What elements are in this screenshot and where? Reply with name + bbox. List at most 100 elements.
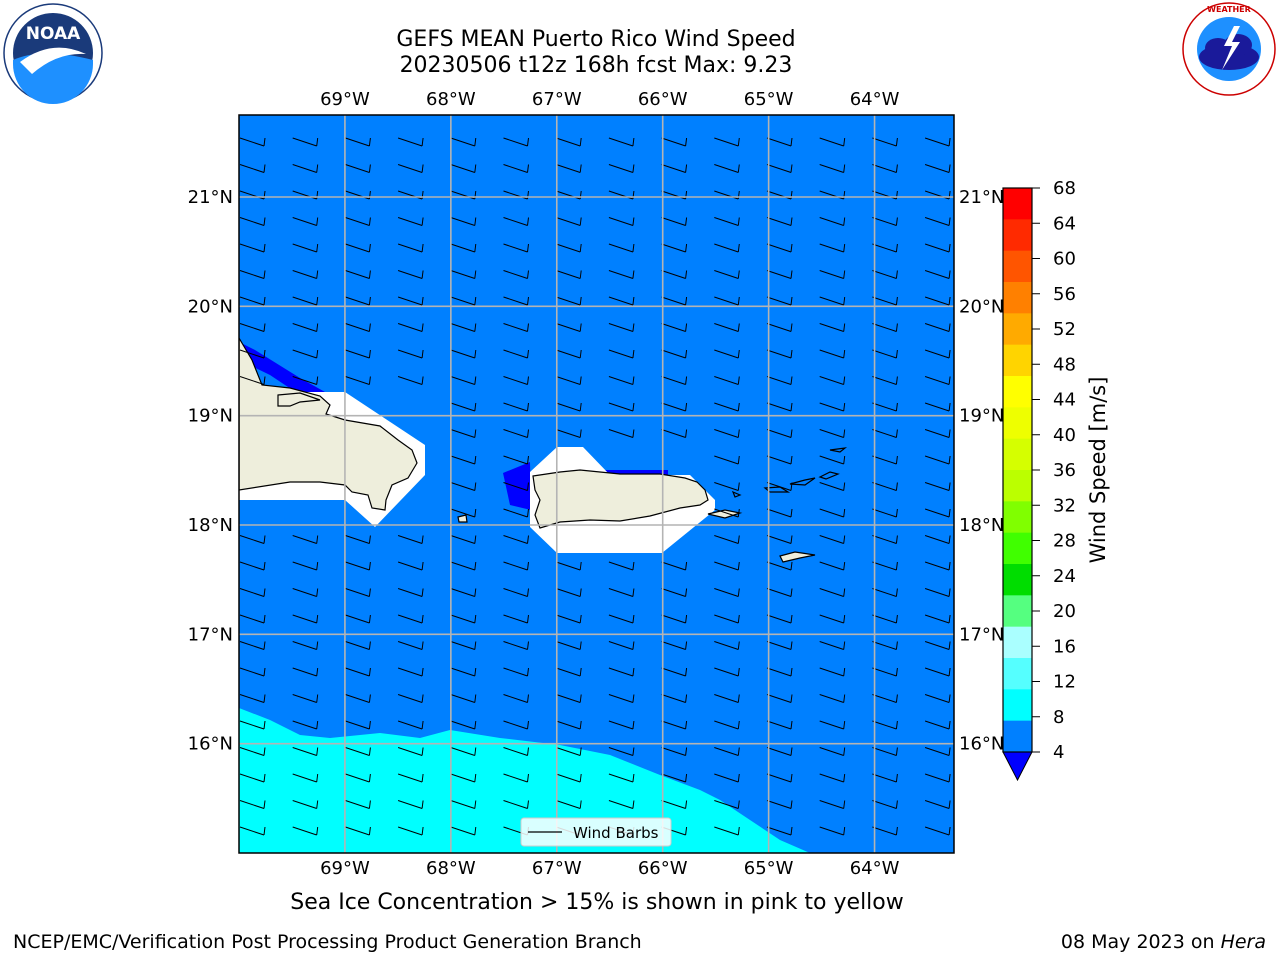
wind-barb bbox=[872, 588, 897, 597]
wind-barb bbox=[239, 720, 265, 730]
wind-barb-flag bbox=[895, 323, 898, 332]
wind-barb bbox=[714, 773, 739, 783]
wind-barb-flag bbox=[685, 243, 688, 253]
colorbar-segment bbox=[1003, 313, 1032, 346]
wind-barb bbox=[819, 614, 844, 624]
wind-barb-flag bbox=[685, 694, 688, 703]
wind-barb-flag bbox=[474, 800, 477, 809]
wind-barb bbox=[872, 164, 897, 173]
wind-barb-flag bbox=[895, 667, 898, 677]
map-frame bbox=[238, 114, 955, 854]
wind-barb-flag bbox=[421, 588, 424, 597]
wind-barb-flag bbox=[737, 164, 740, 173]
wind-barb-flag bbox=[632, 773, 635, 783]
wind-barb bbox=[450, 455, 475, 465]
lon-labels-top: 69°W 68°W 67°W 66°W 65°W 64°W bbox=[320, 89, 900, 110]
wind-barb-flag bbox=[368, 164, 371, 173]
wind-barb bbox=[714, 429, 739, 438]
wind-barb bbox=[924, 376, 950, 385]
wind-barb bbox=[345, 164, 370, 173]
wind-barb-flag bbox=[948, 349, 951, 359]
wind-barb-flag bbox=[737, 720, 740, 730]
lat-tick-label: 19°N bbox=[959, 406, 1004, 427]
wind-barb-flag bbox=[843, 402, 846, 412]
lon-tick-label: 66°W bbox=[638, 858, 688, 879]
wind-barb-flag bbox=[368, 588, 371, 597]
wind-barb bbox=[292, 614, 317, 624]
wind-barb-flag bbox=[685, 376, 688, 385]
wind-barb bbox=[397, 217, 423, 226]
wind-barb bbox=[924, 535, 950, 544]
wind-barb-flag bbox=[895, 482, 898, 491]
wind-barb-flag bbox=[421, 614, 424, 624]
wind-barb-flag bbox=[474, 614, 477, 624]
wind-barb-flag bbox=[263, 588, 266, 597]
wind-barb-flag bbox=[632, 747, 635, 756]
wind-barb bbox=[766, 641, 792, 650]
wind-barb bbox=[503, 402, 528, 412]
wind-barb-flag bbox=[685, 720, 688, 730]
wind-barb bbox=[239, 323, 265, 332]
wind-barb-flag bbox=[421, 296, 424, 306]
wind-barb-flag bbox=[632, 270, 635, 279]
colorbar-tick-label: 40 bbox=[1053, 425, 1076, 446]
wind-barb-flag bbox=[263, 376, 266, 385]
wind-barb bbox=[819, 800, 844, 809]
wind-barb-flag bbox=[948, 747, 951, 756]
wind-barb-flag bbox=[948, 164, 951, 173]
wind-barb bbox=[714, 349, 739, 359]
wind-barb-flag bbox=[790, 641, 793, 650]
wind-barb-flag bbox=[368, 243, 371, 253]
wind-barb-flag bbox=[421, 667, 424, 677]
legend-wind-barbs-label: Wind Barbs bbox=[573, 824, 659, 842]
wind-barb-flag bbox=[368, 561, 371, 571]
wind-barb bbox=[924, 773, 950, 783]
wind-barb bbox=[397, 720, 423, 730]
wind-barb-flag bbox=[316, 694, 319, 703]
wind-barb-flag bbox=[421, 561, 424, 571]
wind-barb bbox=[292, 349, 317, 359]
wind-barb-flag bbox=[843, 508, 846, 518]
wind-barb bbox=[503, 270, 528, 279]
wind-barb-flag bbox=[685, 137, 688, 147]
wind-barb-flag bbox=[263, 641, 266, 650]
wind-barb-flag bbox=[948, 455, 951, 465]
wind-barb bbox=[239, 164, 265, 173]
wind-barb-flag bbox=[843, 667, 846, 677]
wind-barb bbox=[556, 217, 581, 226]
wind-barb-flag bbox=[632, 641, 635, 650]
wind-barb-flag bbox=[421, 349, 424, 359]
wind-barb-flag bbox=[421, 826, 424, 836]
wind-barb bbox=[872, 667, 897, 677]
wind-barb bbox=[766, 667, 792, 677]
wind-barb bbox=[503, 455, 528, 465]
wind-barb-flag bbox=[685, 667, 688, 677]
wind-barb bbox=[397, 137, 423, 147]
wind-barb bbox=[661, 747, 686, 756]
wind-barb bbox=[503, 641, 528, 650]
wind-barb bbox=[924, 720, 950, 730]
wind-barb-flag bbox=[895, 614, 898, 624]
wind-barb bbox=[503, 296, 528, 306]
wind-barb bbox=[450, 588, 475, 597]
wind-barb-flag bbox=[316, 164, 319, 173]
wind-barb bbox=[924, 588, 950, 597]
wind-barb bbox=[924, 667, 950, 677]
wind-barb-flag bbox=[527, 402, 529, 412]
wind-barb-flag bbox=[843, 720, 846, 730]
wind-barb bbox=[239, 296, 265, 306]
colorbar-segment bbox=[1003, 532, 1032, 565]
wind-barb bbox=[397, 243, 423, 253]
lat-labels-right: 21°N 20°N 19°N 18°N 17°N 16°N bbox=[959, 187, 1004, 755]
wind-barb bbox=[714, 588, 739, 597]
wind-barb bbox=[503, 482, 528, 491]
wind-barb-flag bbox=[790, 137, 793, 147]
wind-barb bbox=[503, 535, 528, 544]
lat-tick-label: 16°N bbox=[188, 734, 233, 755]
wind-barb-flag bbox=[843, 243, 846, 253]
wind-barb-flag bbox=[790, 164, 793, 173]
wind-barb bbox=[872, 826, 897, 836]
wind-barb bbox=[450, 270, 475, 279]
wind-barb-flag bbox=[527, 694, 529, 703]
